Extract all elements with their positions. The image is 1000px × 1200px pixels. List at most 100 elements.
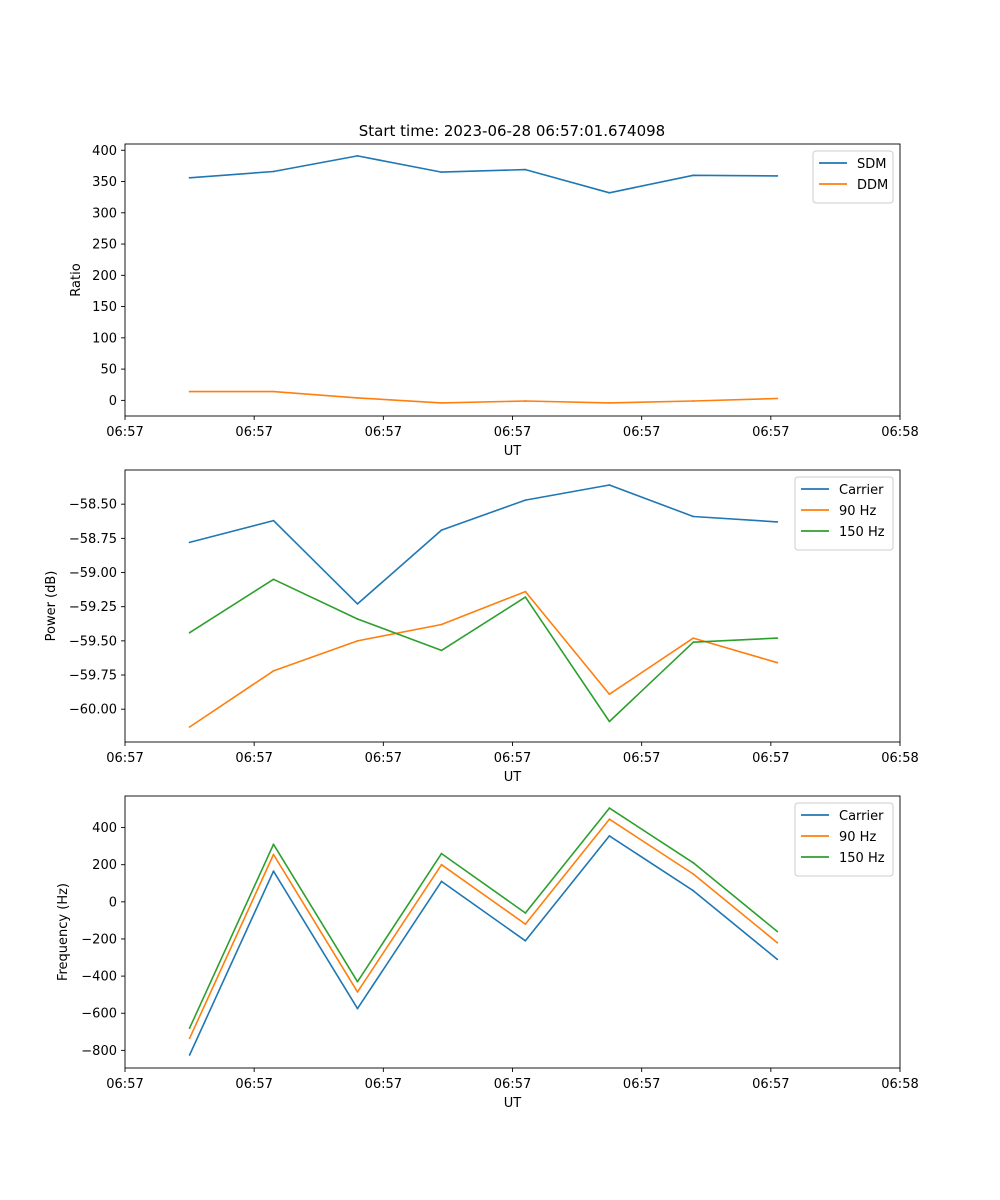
data-point-ddm <box>776 397 779 400</box>
data-point-150-hz <box>188 1027 191 1029</box>
data-point-carrier <box>776 521 779 523</box>
legend-label-sdm: SDM <box>857 157 886 172</box>
data-point-carrier <box>692 889 695 892</box>
data-point-150-hz <box>356 618 359 620</box>
data-point-90-hz <box>272 853 275 856</box>
data-point-sdm <box>776 175 779 177</box>
x-axis-label: UT <box>504 1096 522 1111</box>
data-point-150-hz <box>356 980 359 983</box>
y-tick-label: 0 <box>109 394 117 409</box>
y-axis-label: Power (dB) <box>44 571 59 642</box>
legend: Carrier 90 Hz 150 Hz <box>794 802 894 877</box>
y-tick-label: −60.00 <box>69 703 117 718</box>
data-point-150-hz <box>608 720 611 723</box>
data-point-carrier <box>356 1007 359 1010</box>
data-point-carrier <box>608 835 611 837</box>
y-axis-label: Frequency (Hz) <box>56 883 71 981</box>
data-point-ddm <box>692 400 695 402</box>
data-point-90-hz <box>524 590 527 593</box>
legend-label-90-hz: 90 Hz <box>839 830 876 845</box>
data-point-90-hz <box>356 640 359 642</box>
x-tick-label: 06:57 <box>623 751 660 766</box>
y-tick-label: −800 <box>81 1044 117 1059</box>
data-point-sdm <box>524 168 527 171</box>
y-tick-label: 400 <box>92 821 117 836</box>
y-tick-label: −400 <box>81 970 117 985</box>
data-point-carrier <box>524 499 527 501</box>
data-point-ddm <box>272 390 275 393</box>
x-tick-label: 06:57 <box>365 1077 402 1092</box>
x-tick-label: 06:57 <box>494 1077 531 1092</box>
data-point-90-hz <box>440 863 443 866</box>
data-point-90-hz <box>692 637 695 639</box>
data-point-ddm <box>356 397 359 399</box>
y-tick-label: 350 <box>92 175 117 190</box>
figure-title: Start time: 2023-06-28 06:57:01.674098 <box>359 122 665 140</box>
data-point-sdm <box>692 174 695 177</box>
y-tick-label: 400 <box>92 144 117 159</box>
data-point-sdm <box>440 171 443 174</box>
data-point-90-hz <box>272 670 275 672</box>
x-tick-label: 06:57 <box>106 751 143 766</box>
x-tick-label: 06:57 <box>494 751 531 766</box>
data-point-150-hz <box>440 852 443 855</box>
legend-label-90-hz: 90 Hz <box>839 504 876 519</box>
legend-label-ddm: DDM <box>857 178 888 193</box>
x-tick-label: 06:57 <box>106 1077 143 1092</box>
data-point-90-hz <box>356 991 359 993</box>
data-point-150-hz <box>440 649 443 652</box>
x-axis-label: UT <box>504 444 522 459</box>
y-tick-label: 150 <box>92 300 117 315</box>
legend: Carrier 90 Hz 150 Hz <box>794 476 894 551</box>
data-point-150-hz <box>272 843 275 846</box>
legend-label-150-hz: 150 Hz <box>839 525 885 540</box>
data-point-ddm <box>440 402 443 404</box>
data-point-carrier <box>524 939 527 942</box>
y-tick-label: −58.75 <box>69 532 117 547</box>
data-point-sdm <box>356 155 359 157</box>
y-tick-label: 0 <box>109 895 117 910</box>
data-point-carrier <box>356 603 359 605</box>
data-point-sdm <box>188 176 191 179</box>
data-point-150-hz <box>524 912 527 914</box>
series-line-150-hz <box>189 578 778 723</box>
data-point-carrier <box>608 484 611 486</box>
chart-ratio: 06:57 06:57 06:57 06:57 06:57 06:57 06:58 0 50 10… <box>69 143 919 459</box>
x-tick-label: 06:57 <box>752 1077 789 1092</box>
data-point-150-hz <box>608 807 611 809</box>
data-point-90-hz <box>440 623 443 626</box>
data-point-carrier <box>188 541 191 544</box>
y-tick-label: 250 <box>92 238 117 253</box>
series-line-sdm <box>189 155 778 194</box>
data-point-150-hz <box>692 861 695 864</box>
x-tick-label: 06:57 <box>235 751 272 766</box>
legend: SDM DDM <box>812 150 894 204</box>
data-point-90-hz <box>188 726 191 728</box>
data-point-sdm <box>272 170 275 173</box>
data-point-90-hz <box>692 873 695 875</box>
data-point-carrier <box>440 880 443 883</box>
y-tick-label: 300 <box>92 206 117 221</box>
legend-label-150-hz: 150 Hz <box>839 851 885 866</box>
series-line-carrier <box>188 835 778 1056</box>
charts-container: 06:57 06:57 06:57 06:57 06:57 06:57 06:58 0 50 10… <box>44 143 919 1111</box>
data-point-ddm <box>524 400 527 402</box>
data-point-150-hz <box>692 641 695 644</box>
data-point-90-hz <box>776 661 779 664</box>
data-point-150-hz <box>188 631 191 634</box>
y-tick-label: 200 <box>92 858 117 873</box>
series-line-90-hz <box>189 590 778 728</box>
series-line-carrier <box>189 484 778 605</box>
data-point-90-hz <box>608 818 611 821</box>
x-axis-label: UT <box>504 770 522 785</box>
x-tick-label: 06:57 <box>752 425 789 440</box>
data-point-carrier <box>272 519 275 522</box>
series-line-150-hz <box>188 807 778 1029</box>
x-tick-label: 06:58 <box>881 425 918 440</box>
y-tick-label: −200 <box>81 932 117 947</box>
x-tick-label: 06:57 <box>623 425 660 440</box>
data-point-150-hz <box>524 596 527 598</box>
legend-label-carrier: Carrier <box>839 809 884 824</box>
data-point-90-hz <box>776 941 779 944</box>
